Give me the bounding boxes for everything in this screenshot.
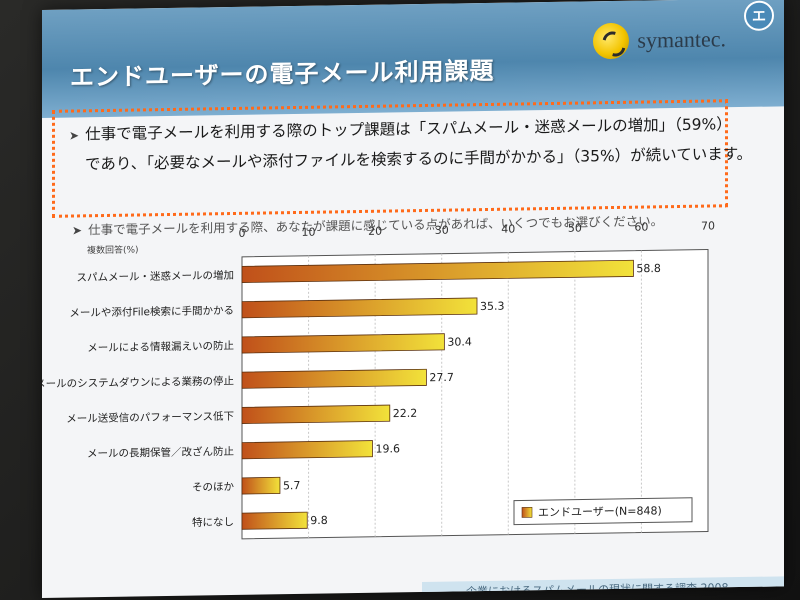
value-label: 30.4 bbox=[447, 335, 471, 348]
category-label: メールや添付File検索に手間かかる bbox=[69, 304, 234, 320]
category-label: メールのシステムダウンによる業務の停止 bbox=[42, 374, 234, 390]
bar bbox=[241, 297, 478, 319]
value-label: 58.8 bbox=[636, 262, 660, 275]
value-label: 5.7 bbox=[283, 479, 300, 492]
x-tick-label: 0 bbox=[239, 227, 246, 240]
category-label: メール送受信のパフォーマンス低下 bbox=[66, 410, 234, 426]
plot-frame bbox=[241, 249, 709, 540]
category-label: メールによる情報漏えいの防止 bbox=[87, 339, 234, 354]
x-tick-label: 10 bbox=[302, 226, 316, 239]
x-tick-label: 70 bbox=[701, 219, 715, 232]
category-label: スパムメール・迷惑メールの増加 bbox=[77, 269, 234, 284]
category-label: 特になし bbox=[192, 516, 234, 529]
presentation-slide: エンドユーザーの電子メール利用課題 symantec. エ ➤ 仕事で電子メールを… bbox=[42, 0, 784, 598]
value-label: 35.3 bbox=[480, 300, 504, 313]
legend-label: エンドユーザー(N=848) bbox=[538, 504, 662, 519]
bar bbox=[241, 404, 391, 424]
bar-chart: 0 10 20 30 40 50 60 70 複数回答(%) スパムメール・迷惑メールの増加 58.… bbox=[42, 219, 715, 540]
legend-swatch bbox=[521, 506, 533, 518]
value-label: 9.8 bbox=[310, 514, 327, 527]
bar bbox=[241, 368, 427, 389]
bar bbox=[241, 476, 281, 495]
chart-note-label: 複数回答(%) bbox=[87, 243, 139, 256]
x-tick-label: 20 bbox=[368, 225, 382, 238]
value-label: 19.6 bbox=[375, 442, 399, 455]
category-label: そのほか bbox=[192, 481, 234, 494]
value-label: 27.7 bbox=[429, 371, 453, 384]
legend-box bbox=[513, 497, 693, 526]
x-tick-label: 40 bbox=[501, 223, 515, 236]
bar bbox=[241, 511, 308, 530]
value-label: 22.2 bbox=[393, 407, 417, 420]
x-tick-label: 30 bbox=[435, 224, 449, 237]
bar bbox=[241, 259, 634, 283]
category-label: メールの長期保管／改ざん防止 bbox=[87, 445, 234, 460]
x-tick-label: 60 bbox=[634, 220, 648, 233]
x-tick-label: 50 bbox=[568, 222, 582, 235]
bar bbox=[241, 440, 373, 460]
bar bbox=[241, 333, 445, 354]
